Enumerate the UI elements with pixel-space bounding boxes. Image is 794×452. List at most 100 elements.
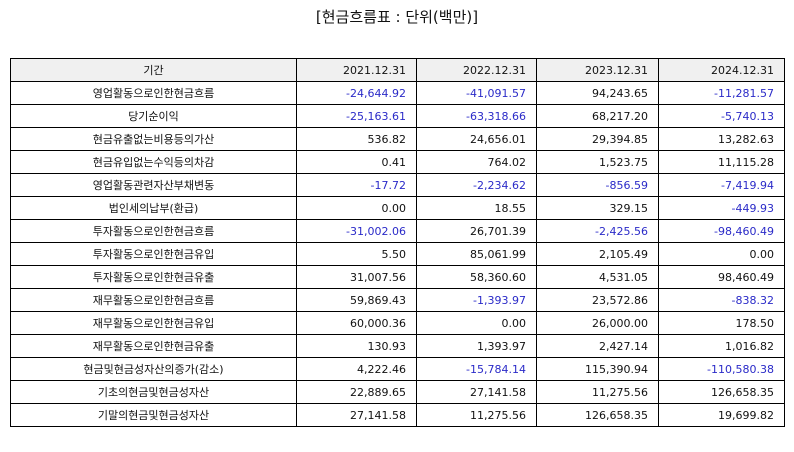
value-cell: 94,243.65: [536, 81, 659, 105]
table-header: 기간 2021.12.31 2022.12.31 2023.12.31 2024…: [10, 58, 785, 82]
column-header-2022: 2022.12.31: [416, 58, 537, 82]
value-cell: -15,784.14: [416, 357, 537, 381]
value-cell: -63,318.66: [416, 104, 537, 128]
value-cell: -856.59: [536, 173, 659, 197]
table-row: 현금유입없는수익등의차감 0.41 764.02 1,523.75 11,115.28: [10, 150, 785, 174]
value-cell: 4,531.05: [536, 265, 659, 289]
table-row: 투자활동으로인한현금흐름 -31,002.06 26,701.39 -2,425.56…: [10, 219, 785, 243]
value-cell: -31,002.06: [296, 219, 417, 243]
value-cell: -25,163.61: [296, 104, 417, 128]
value-cell: 115,390.94: [536, 357, 659, 381]
value-cell: -2,425.56: [536, 219, 659, 243]
page-title: [현금흐름표 : 단위(백만)]: [315, 8, 479, 26]
row-label: 현금유출없는비용등의가산: [10, 127, 297, 151]
value-cell: -7,419.94: [658, 173, 785, 197]
cash-flow-table: 기간 2021.12.31 2022.12.31 2023.12.31 2024…: [10, 58, 785, 427]
value-cell: 24,656.01: [416, 127, 537, 151]
value-cell: 764.02: [416, 150, 537, 174]
value-cell: 58,360.60: [416, 265, 537, 289]
row-label: 재무활동으로인한현금흐름: [10, 288, 297, 312]
value-cell: 27,141.58: [416, 380, 537, 404]
row-label: 기초의현금및현금성자산: [10, 380, 297, 404]
value-cell: 2,105.49: [536, 242, 659, 266]
value-cell: 26,701.39: [416, 219, 537, 243]
table-row: 기말의현금및현금성자산 27,141.58 11,275.56 126,658.35 1…: [10, 403, 785, 427]
value-cell: -41,091.57: [416, 81, 537, 105]
table-body: 영업활동으로인한현금흐름 -24,644.92 -41,091.57 94,243.6…: [10, 81, 785, 427]
table-row: 재무활동으로인한현금흐름 59,869.43 -1,393.97 23,572.86-…: [10, 288, 785, 312]
value-cell: -98,460.49: [658, 219, 785, 243]
value-cell: 68,217.20: [536, 104, 659, 128]
row-label: 재무활동으로인한현금유입: [10, 311, 297, 335]
value-cell: 0.00: [416, 311, 537, 335]
value-cell: 329.15: [536, 196, 659, 220]
value-cell: 18.55: [416, 196, 537, 220]
header-row: 기간 2021.12.31 2022.12.31 2023.12.31 2024…: [10, 58, 785, 82]
row-label: 기말의현금및현금성자산: [10, 403, 297, 427]
table-row: 기초의현금및현금성자산 22,889.65 27,141.58 11,275.56 12…: [10, 380, 785, 404]
value-cell: 126,658.35: [658, 380, 785, 404]
value-cell: -24,644.92: [296, 81, 417, 105]
row-label: 재무활동으로인한현금유출: [10, 334, 297, 358]
value-cell: 0.00: [296, 196, 417, 220]
table-row: 당기순이익 -25,163.61 -63,318.66 68,217.20 -5,740…: [10, 104, 785, 128]
table-row: 법인세의납부(환급) 0.00 18.55 329.15 -449.93: [10, 196, 785, 220]
value-cell: 98,460.49: [658, 265, 785, 289]
value-cell: 85,061.99: [416, 242, 537, 266]
value-cell: 0.00: [658, 242, 785, 266]
value-cell: -2,234.62: [416, 173, 537, 197]
row-label: 당기순이익: [10, 104, 297, 128]
table-row: 영업활동으로인한현금흐름 -24,644.92 -41,091.57 94,243.6…: [10, 81, 785, 105]
column-header-2023: 2023.12.31: [536, 58, 659, 82]
value-cell: 31,007.56: [296, 265, 417, 289]
row-label: 법인세의납부(환급): [10, 196, 297, 220]
value-cell: 1,016.82: [658, 334, 785, 358]
value-cell: 27,141.58: [296, 403, 417, 427]
value-cell: 19,699.82: [658, 403, 785, 427]
column-header-2024: 2024.12.31: [658, 58, 785, 82]
value-cell: 29,394.85: [536, 127, 659, 151]
value-cell: 60,000.36: [296, 311, 417, 335]
column-header-period: 기간: [10, 58, 297, 82]
value-cell: 126,658.35: [536, 403, 659, 427]
value-cell: 2,427.14: [536, 334, 659, 358]
value-cell: 13,282.63: [658, 127, 785, 151]
value-cell: 11,275.56: [536, 380, 659, 404]
table-row: 재무활동으로인한현금유출 130.93 1,393.97 2,427.14 1,016.…: [10, 334, 785, 358]
value-cell: 11,115.28: [658, 150, 785, 174]
value-cell: -838.32: [658, 288, 785, 312]
row-label: 영업활동으로인한현금흐름: [10, 81, 297, 105]
row-label: 현금유입없는수익등의차감: [10, 150, 297, 174]
row-label: 현금및현금성자산의증가(감소): [10, 357, 297, 381]
value-cell: 178.50: [658, 311, 785, 335]
row-label: 투자활동으로인한현금유출: [10, 265, 297, 289]
table-row: 현금및현금성자산의증가(감소) 4,222.46 -15,784.14 115,390…: [10, 357, 785, 381]
value-cell: 59,869.43: [296, 288, 417, 312]
row-label: 영업활동관련자산부채변동: [10, 173, 297, 197]
value-cell: 23,572.86: [536, 288, 659, 312]
table-row: 투자활동으로인한현금유입 5.50 85,061.99 2,105.49 0.00: [10, 242, 785, 266]
row-label: 투자활동으로인한현금유입: [10, 242, 297, 266]
value-cell: 26,000.00: [536, 311, 659, 335]
value-cell: 4,222.46: [296, 357, 417, 381]
value-cell: 11,275.56: [416, 403, 537, 427]
table-row: 투자활동으로인한현금유출 31,007.56 58,360.60 4,531.05 98…: [10, 265, 785, 289]
value-cell: 1,393.97: [416, 334, 537, 358]
value-cell: 22,889.65: [296, 380, 417, 404]
value-cell: -1,393.97: [416, 288, 537, 312]
table-row: 영업활동관련자산부채변동 -17.72 -2,234.62 -856.59 -7,419…: [10, 173, 785, 197]
value-cell: 5.50: [296, 242, 417, 266]
value-cell: -17.72: [296, 173, 417, 197]
column-header-2021: 2021.12.31: [296, 58, 417, 82]
value-cell: 1,523.75: [536, 150, 659, 174]
value-cell: -110,580.38: [658, 357, 785, 381]
value-cell: 130.93: [296, 334, 417, 358]
value-cell: 536.82: [296, 127, 417, 151]
value-cell: -449.93: [658, 196, 785, 220]
table-row: 현금유출없는비용등의가산 536.82 24,656.01 29,394.85 13,2…: [10, 127, 785, 151]
value-cell: -11,281.57: [658, 81, 785, 105]
value-cell: -5,740.13: [658, 104, 785, 128]
table-row: 재무활동으로인한현금유입 60,000.36 0.00 26,000.00 178.50: [10, 311, 785, 335]
row-label: 투자활동으로인한현금흐름: [10, 219, 297, 243]
value-cell: 0.41: [296, 150, 417, 174]
